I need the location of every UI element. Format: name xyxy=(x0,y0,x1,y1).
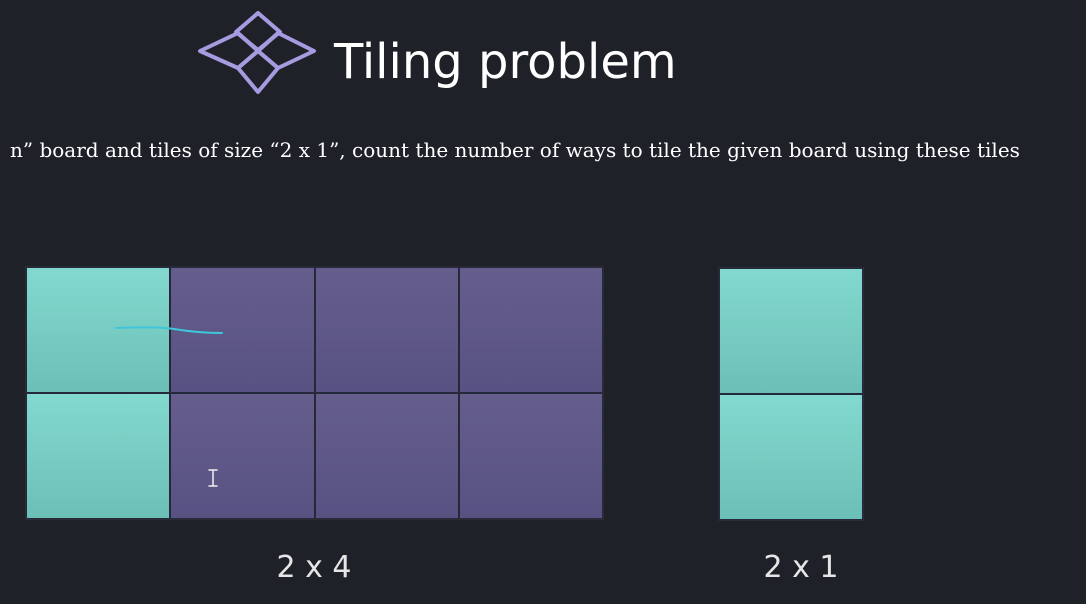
board-cell-0-3 xyxy=(458,267,603,393)
board-cell-1-3 xyxy=(458,393,603,519)
page-title: Tiling problem xyxy=(334,34,677,90)
board-cell-1-1 xyxy=(170,393,315,519)
tile-cell-1-0 xyxy=(719,394,863,520)
board-2x4 xyxy=(25,266,604,520)
logo-bottom-diamond xyxy=(236,49,280,94)
logo-left-diamond xyxy=(198,31,260,70)
logo-right-diamond xyxy=(256,31,316,70)
text-cursor-icon xyxy=(208,469,218,487)
board-2x4-label: 2 x 4 xyxy=(276,550,352,585)
board-cell-1-2 xyxy=(314,393,459,519)
board-cell-1-0 xyxy=(26,393,171,519)
board-cell-0-0 xyxy=(26,267,171,393)
tile-2x1 xyxy=(718,267,864,521)
logo-top-diamond xyxy=(234,11,282,52)
tile-cell-0-0 xyxy=(719,268,863,394)
tile-2x1-label: 2 x 1 xyxy=(763,550,839,585)
annotation-stroke xyxy=(115,326,223,334)
problem-statement: n” board and tiles of size “2 x 1”, coun… xyxy=(10,138,1020,162)
board-cell-0-1 xyxy=(170,267,315,393)
stacked-diamonds-icon xyxy=(198,11,316,94)
board-cell-0-2 xyxy=(314,267,459,393)
